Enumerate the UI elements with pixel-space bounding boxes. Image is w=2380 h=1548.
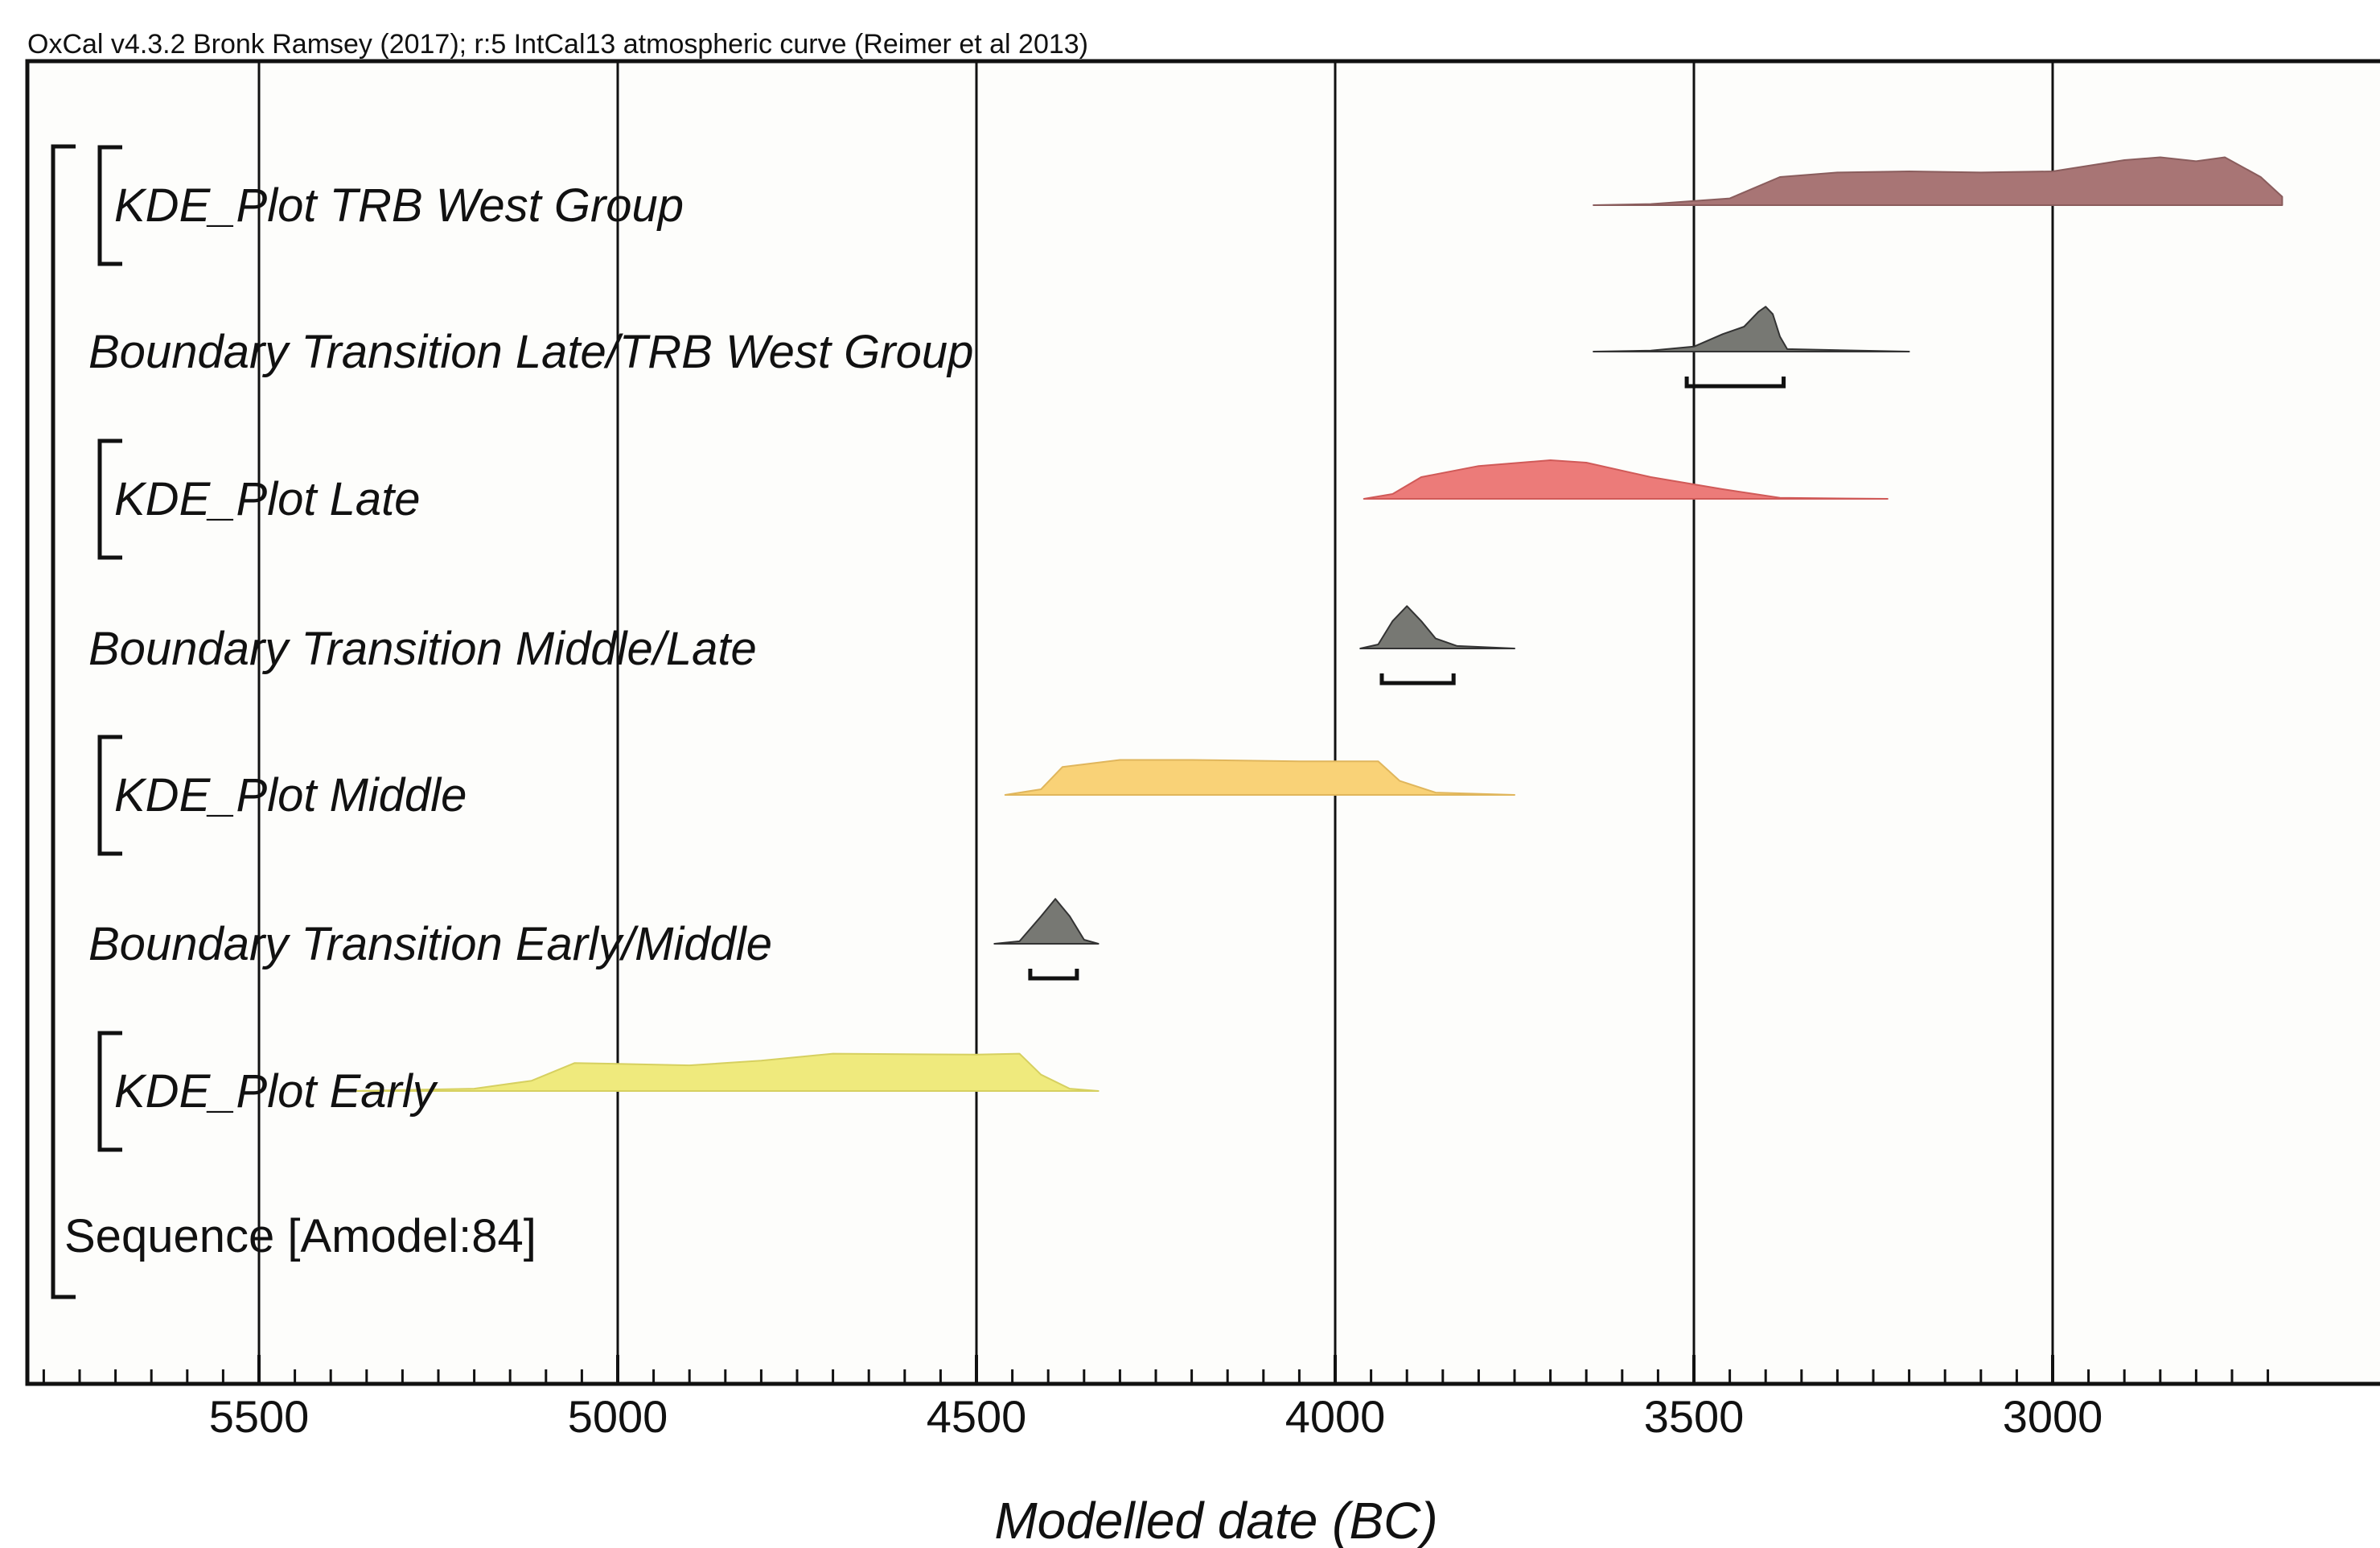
distribution-4 <box>1004 759 1515 796</box>
x-tick-label-4000: 4000 <box>1285 1391 1386 1442</box>
distribution-0 <box>1593 156 2283 206</box>
distribution-3 <box>1359 605 1515 649</box>
hpd-range-bracket-3 <box>1379 673 1456 685</box>
row-label-5: Boundary Transition Early/Middle <box>88 918 772 970</box>
phase-bracket-6 <box>97 1031 122 1152</box>
row-label-0: KDE_Plot TRB West Group <box>114 179 684 232</box>
distribution-series <box>351 156 2283 1092</box>
row-label-3: Boundary Transition Middle/Late <box>88 623 757 675</box>
header-text: OxCal v4.3.2 Bronk Ramsey (2017); r:5 In… <box>27 29 1088 60</box>
x-tick-label-4500: 4500 <box>927 1391 1027 1442</box>
row-label-6: KDE_Plot Early <box>114 1065 438 1118</box>
row-label-4: KDE_Plot Middle <box>114 769 467 821</box>
phase-bracket-2 <box>97 438 122 560</box>
row-label-2: KDE_Plot Late <box>114 473 420 525</box>
distribution-6 <box>351 1052 1100 1092</box>
phase-bracket-4 <box>97 735 122 856</box>
x-tick-label-5500: 5500 <box>209 1391 310 1442</box>
sequence-bracket <box>51 144 76 1299</box>
gridlines <box>257 61 2054 1384</box>
x-tick-label-5000: 5000 <box>568 1391 668 1442</box>
row-label-7: Sequence [Amodel:84] <box>64 1210 536 1262</box>
plot-area <box>25 59 2380 1386</box>
hpd-range-bracket-1 <box>1684 377 1786 389</box>
x-axis: 5500 5000 4500 4000 3500 3000 <box>42 1355 2270 1442</box>
sequence-brackets <box>51 144 122 1299</box>
phase-bracket-0 <box>97 145 122 266</box>
row-labels: KDE_Plot TRB West Group Boundary Transiti… <box>64 179 973 1262</box>
x-tick-label-3500: 3500 <box>1644 1391 1745 1442</box>
row-label-1: Boundary Transition Late/TRB West Group <box>88 326 973 378</box>
x-axis-title: Modelled date (BC) <box>994 1492 1437 1548</box>
hpd-range-bracket-5 <box>1028 969 1079 981</box>
distribution-1 <box>1593 306 1910 352</box>
x-tick-label-3000: 3000 <box>2003 1391 2103 1442</box>
